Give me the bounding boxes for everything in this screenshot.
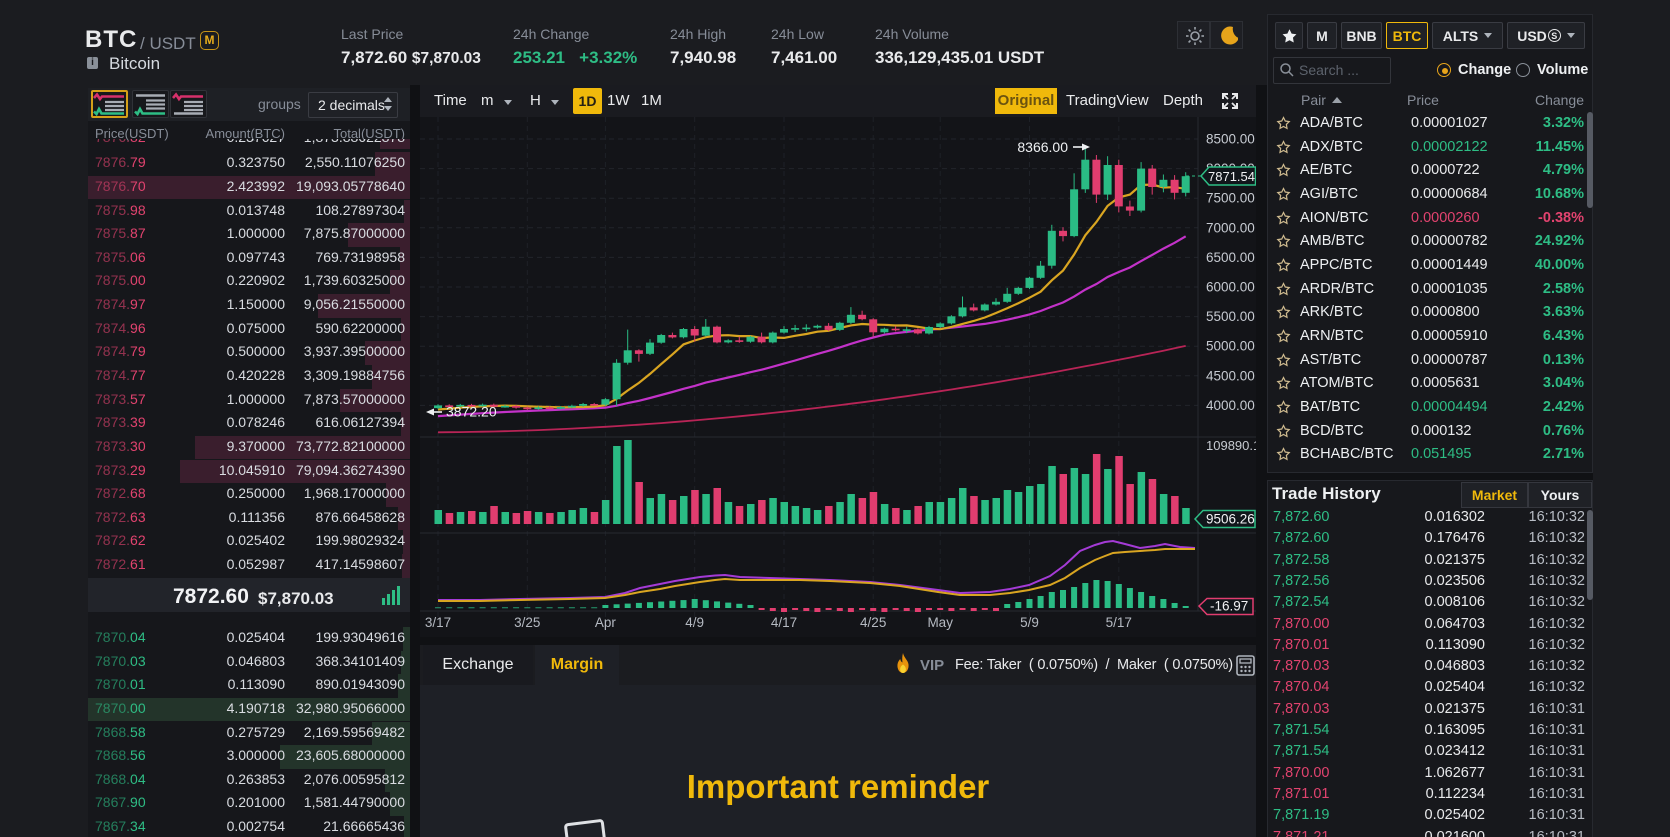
svg-text:109890.13: 109890.13 — [1206, 438, 1256, 453]
svg-text:4000.00: 4000.00 — [1206, 398, 1255, 413]
svg-text:8366.00: 8366.00 — [1017, 139, 1068, 155]
svg-text:5/9: 5/9 — [1020, 615, 1039, 630]
svg-text:5/17: 5/17 — [1106, 615, 1132, 630]
svg-text:4/17: 4/17 — [771, 615, 797, 630]
svg-text:4/9: 4/9 — [685, 615, 704, 630]
svg-text:5500.00: 5500.00 — [1206, 309, 1255, 324]
svg-text:7500.00: 7500.00 — [1206, 191, 1255, 206]
svg-text:5000.00: 5000.00 — [1206, 339, 1255, 354]
svg-text:May: May — [927, 615, 953, 630]
svg-text:6500.00: 6500.00 — [1206, 250, 1255, 265]
svg-text:3/17: 3/17 — [425, 615, 451, 630]
svg-text:9506.26: 9506.26 — [1206, 512, 1255, 527]
svg-text:3/25: 3/25 — [514, 615, 540, 630]
svg-text:7000.00: 7000.00 — [1206, 220, 1255, 235]
svg-text:3872.20: 3872.20 — [446, 404, 497, 420]
svg-text:Apr: Apr — [595, 615, 617, 630]
svg-text:4/25: 4/25 — [860, 615, 886, 630]
svg-text:6000.00: 6000.00 — [1206, 280, 1255, 295]
svg-text:8500.00: 8500.00 — [1206, 132, 1255, 147]
svg-text:-16.97: -16.97 — [1210, 599, 1248, 614]
svg-text:7871.54: 7871.54 — [1208, 169, 1255, 184]
svg-text:4500.00: 4500.00 — [1206, 368, 1255, 383]
